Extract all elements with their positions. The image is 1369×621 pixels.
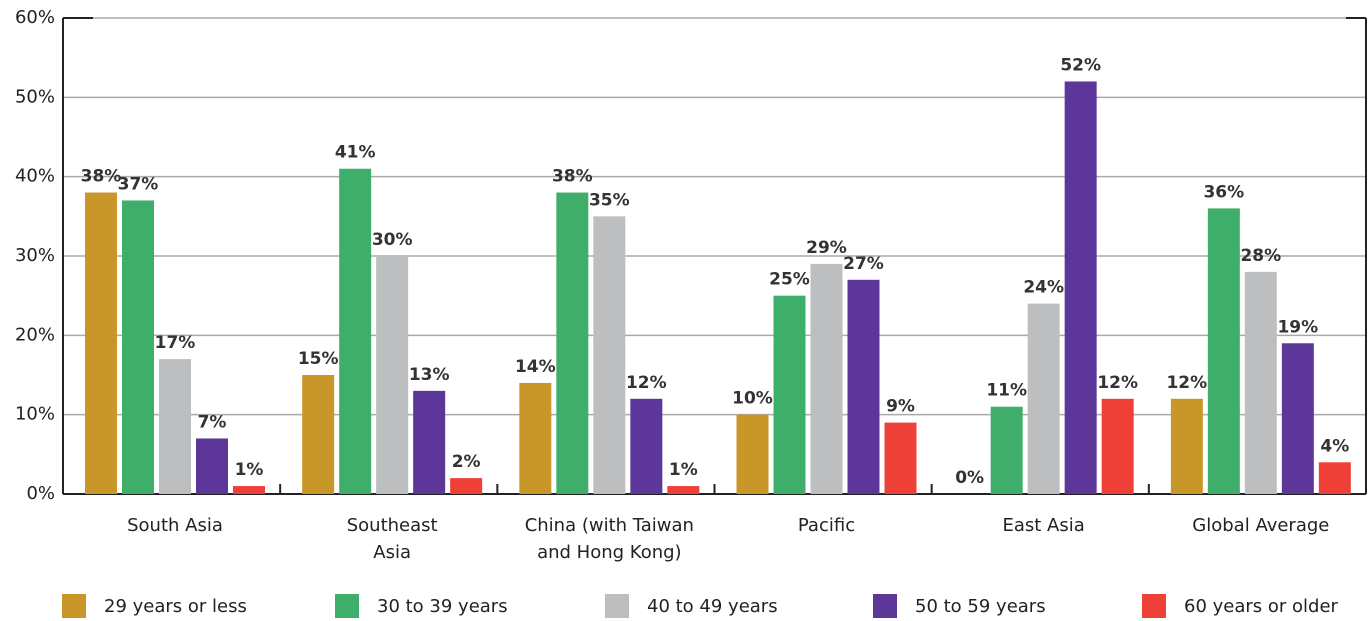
bar [1318, 462, 1351, 494]
legend-swatch [605, 594, 629, 618]
value-label: 37% [118, 174, 159, 194]
bar [1207, 208, 1240, 494]
value-label: 36% [1203, 182, 1244, 202]
bar [1027, 303, 1060, 494]
value-label: 0% [955, 468, 984, 488]
value-label: 29% [806, 238, 847, 258]
legend-label: 40 to 49 years [647, 596, 778, 617]
bar [736, 414, 769, 494]
value-label: 14% [515, 357, 556, 377]
bar [339, 168, 372, 494]
legend-swatch [335, 594, 359, 618]
x-tick-label: China (with Taiwan and Hong Kong) [524, 515, 694, 563]
bar [773, 295, 806, 494]
value-label: 30% [372, 230, 413, 250]
value-label: 2% [452, 452, 481, 472]
bar [85, 192, 117, 495]
value-label: 15% [298, 349, 339, 369]
bar [450, 478, 483, 494]
value-label: 1% [235, 460, 264, 480]
value-label: 12% [1097, 373, 1138, 393]
legend-swatch [62, 594, 86, 618]
bar [233, 486, 265, 494]
y-tick-label: 60% [15, 7, 55, 28]
legend-swatch [873, 594, 897, 618]
bar [593, 216, 626, 495]
bar [556, 192, 589, 495]
value-label: 12% [626, 373, 667, 393]
bar [810, 263, 843, 494]
y-tick-label: 0% [26, 483, 55, 504]
y-tick-label: 20% [15, 324, 55, 345]
legend-label: 60 years or older [1184, 596, 1339, 617]
legend-label: 50 to 59 years [915, 596, 1046, 617]
value-label: 7% [198, 412, 227, 432]
y-tick-label: 10% [15, 404, 55, 425]
bar [1101, 398, 1134, 494]
bar [376, 256, 409, 494]
x-tick-label: Southeast Asia [346, 515, 438, 563]
value-label: 19% [1277, 317, 1318, 337]
x-tick-label: Global Average [1192, 515, 1330, 536]
bar [122, 200, 154, 494]
x-tick-label: South Asia [127, 515, 223, 536]
bar [884, 422, 917, 494]
value-label: 13% [409, 365, 450, 385]
value-label: 38% [81, 167, 122, 187]
bar [1244, 271, 1277, 494]
bar [159, 359, 191, 494]
value-label: 27% [843, 254, 884, 274]
y-tick-label: 50% [15, 86, 55, 107]
y-tick-label: 40% [15, 166, 55, 187]
bar [1281, 343, 1314, 494]
bar [630, 398, 663, 494]
bar [302, 375, 335, 494]
legend-label: 30 to 39 years [377, 596, 508, 617]
legend-label: 29 years or less [104, 596, 247, 617]
value-label: 38% [552, 167, 593, 187]
value-label: 24% [1023, 278, 1064, 298]
value-label: 11% [986, 381, 1027, 401]
bar [413, 390, 446, 494]
bar [847, 279, 880, 494]
value-label: 9% [886, 397, 915, 417]
x-tick-label: Pacific [797, 515, 856, 536]
value-label: 28% [1240, 246, 1281, 266]
value-label: 10% [732, 389, 773, 409]
bar [1064, 81, 1097, 494]
bar [519, 382, 552, 494]
legend-swatch [1142, 594, 1166, 618]
value-label: 52% [1060, 55, 1101, 75]
bar [990, 406, 1023, 494]
bar [196, 438, 228, 494]
value-label: 1% [669, 460, 698, 480]
value-label: 35% [589, 190, 630, 210]
value-label: 25% [769, 270, 810, 290]
bar [667, 486, 700, 494]
y-tick-label: 30% [15, 245, 55, 266]
x-tick-label: East Asia [1002, 515, 1085, 536]
value-label: 17% [155, 333, 196, 353]
value-label: 4% [1320, 436, 1349, 456]
value-label: 41% [335, 143, 376, 163]
bar [1170, 398, 1203, 494]
value-label: 12% [1166, 373, 1207, 393]
